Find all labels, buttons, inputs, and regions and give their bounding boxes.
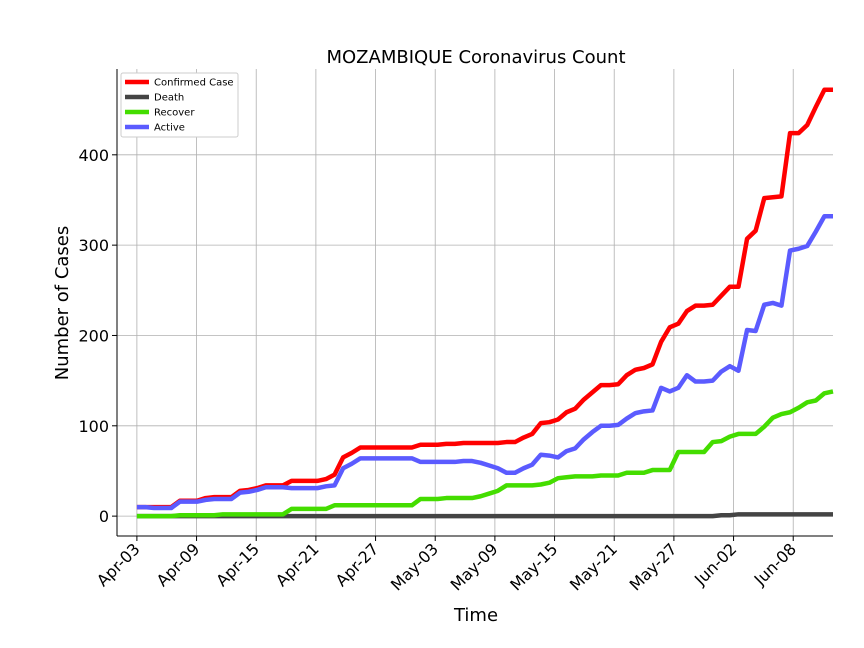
y-tick-label: 200 <box>78 326 109 345</box>
y-tick-label: 0 <box>99 507 109 526</box>
series-line-active <box>136 213 833 511</box>
y-tick-label: 100 <box>78 417 109 436</box>
legend-box <box>120 72 239 138</box>
chart-title: MOZAMBIQUE Coronavirus Count <box>326 47 625 68</box>
legend-label: Death <box>154 93 184 104</box>
y-tick-label: 400 <box>78 146 109 165</box>
series-lines <box>136 87 834 519</box>
legend: Confirmed Case Death Recover Active <box>120 72 239 138</box>
axes <box>116 69 833 537</box>
series-line-recover <box>136 389 834 519</box>
legend-label: Recover <box>154 108 195 119</box>
legend-label: Active <box>154 123 185 134</box>
legend-label: Confirmed Case <box>154 78 234 89</box>
y-ticks: 0 100 200 300 400 <box>78 146 117 526</box>
grid-lines <box>117 69 833 536</box>
y-axis-title: Number of Cases <box>52 226 73 381</box>
y-tick-label: 300 <box>78 236 109 255</box>
x-axis-title: Time <box>453 605 498 626</box>
